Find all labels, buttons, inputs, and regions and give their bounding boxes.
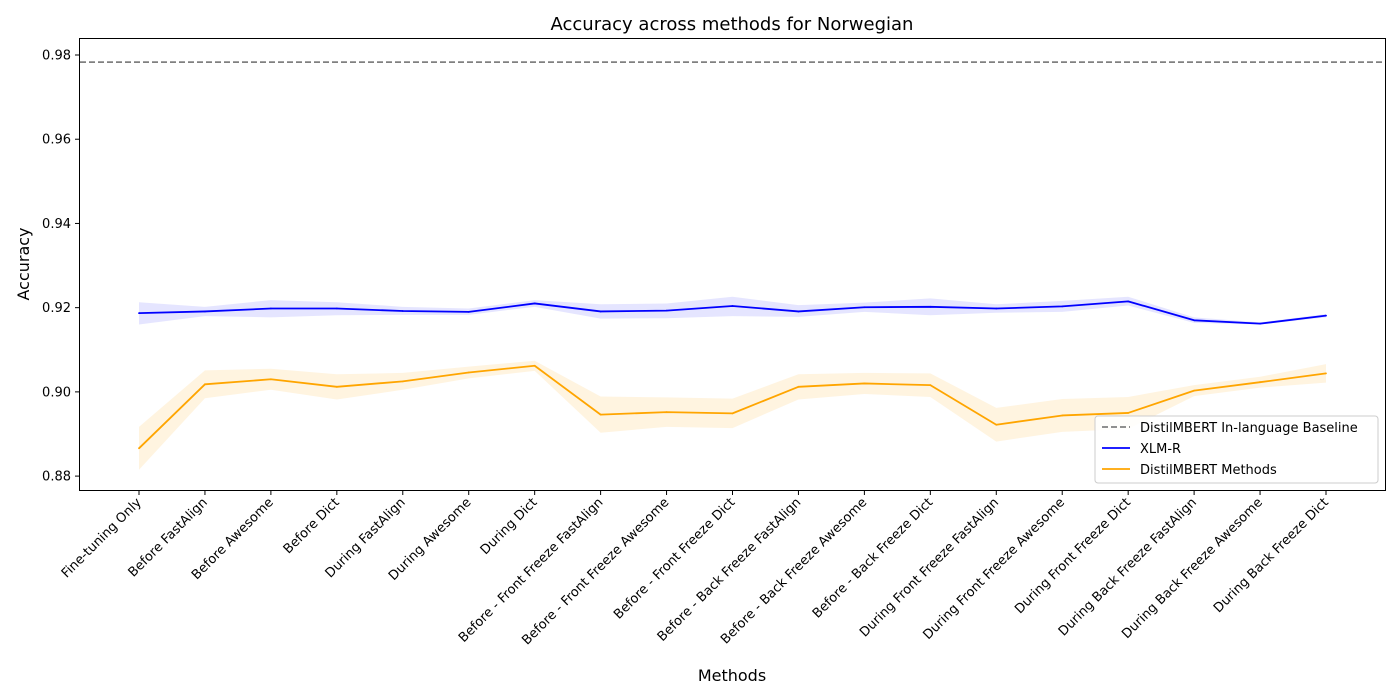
x-axis-title: Methods	[698, 666, 766, 685]
legend-baseline-label: DistilMBERT In-language Baseline	[1140, 421, 1358, 436]
y-tick-label: 0.96	[42, 133, 71, 148]
data-point-distilmbert	[863, 382, 866, 385]
data-point-xlmr	[467, 310, 470, 313]
data-point-xlmr	[1193, 319, 1196, 322]
y-tick-label: 0.98	[42, 49, 71, 64]
y-tick-label: 0.94	[42, 217, 71, 232]
data-point-distilmbert	[665, 411, 668, 413]
y-tick-label: 0.92	[42, 301, 71, 316]
data-point-distilmbert	[599, 413, 602, 416]
data-point-xlmr	[599, 310, 602, 313]
data-point-distilmbert	[797, 385, 800, 388]
data-point-xlmr	[335, 307, 338, 310]
data-point-xlmr	[731, 305, 734, 307]
y-tick-label: 0.88	[42, 470, 71, 485]
y-axis-title: Accuracy	[14, 227, 33, 300]
data-point-xlmr	[1127, 300, 1130, 303]
data-point-distilmbert	[731, 412, 734, 415]
data-point-xlmr	[929, 305, 932, 308]
legend-xlmr-label: XLM-R	[1140, 442, 1181, 457]
data-point-distilmbert	[1259, 381, 1261, 384]
data-point-distilmbert	[1193, 389, 1196, 392]
data-point-distilmbert	[335, 385, 338, 388]
data-point-distilmbert	[1325, 372, 1327, 375]
legend-box	[1094, 415, 1379, 484]
data-point-xlmr	[1259, 322, 1261, 325]
data-point-distilmbert	[1061, 414, 1064, 417]
data-point-xlmr	[401, 310, 404, 312]
data-point-distilmbert	[269, 378, 272, 381]
series-lines	[138, 300, 1327, 450]
data-point-xlmr	[863, 306, 866, 309]
data-point-distilmbert	[204, 383, 206, 386]
data-point-distilmbert	[533, 364, 536, 367]
band-xlmr	[139, 296, 1326, 325]
data-point-distilmbert	[995, 423, 998, 426]
confidence-bands	[139, 296, 1326, 470]
data-point-distilmbert	[401, 380, 404, 383]
band-distilmbert	[139, 360, 1326, 470]
data-point-xlmr	[138, 312, 140, 315]
data-point-xlmr	[1325, 314, 1327, 317]
chart-title: Accuracy across methods for Norwegian	[551, 14, 914, 35]
data-point-distilmbert	[929, 384, 932, 387]
data-point-distilmbert	[138, 447, 140, 450]
legend-distilmbert-label: DistilMBERT Methods	[1140, 463, 1277, 478]
data-point-distilmbert	[467, 371, 470, 374]
data-point-xlmr	[797, 310, 800, 313]
legend: DistilMBERT In-language Baseline XLM-R D…	[1094, 415, 1379, 484]
y-tick-label: 0.90	[42, 385, 71, 400]
data-point-xlmr	[204, 310, 206, 313]
y-axis: 0.88 0.90 0.92 0.94 0.96 0.98	[42, 49, 80, 485]
data-point-xlmr	[995, 307, 998, 310]
data-point-xlmr	[269, 307, 272, 310]
data-point-xlmr	[533, 302, 536, 305]
data-point-xlmr	[1061, 305, 1064, 308]
data-point-xlmr	[665, 309, 668, 312]
data-point-distilmbert	[1127, 412, 1130, 414]
